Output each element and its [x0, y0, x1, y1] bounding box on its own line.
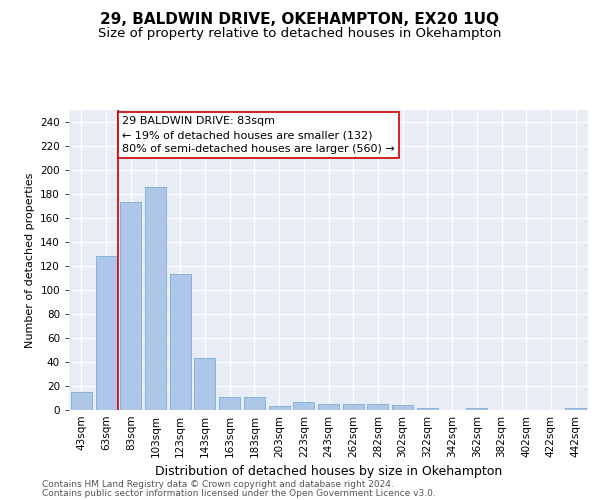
Bar: [71, 392, 92, 410]
Bar: [219, 397, 240, 410]
Text: 29, BALDWIN DRIVE, OKEHAMPTON, EX20 1UQ: 29, BALDWIN DRIVE, OKEHAMPTON, EX20 1UQ: [101, 12, 499, 28]
Text: 29 BALDWIN DRIVE: 83sqm
← 19% of detached houses are smaller (132)
80% of semi-d: 29 BALDWIN DRIVE: 83sqm ← 19% of detache…: [122, 116, 395, 154]
Bar: [120, 202, 141, 410]
Text: Size of property relative to detached houses in Okehampton: Size of property relative to detached ho…: [98, 28, 502, 40]
Bar: [244, 397, 265, 410]
Bar: [466, 408, 487, 410]
Bar: [417, 408, 438, 410]
Bar: [293, 402, 314, 410]
Text: Contains public sector information licensed under the Open Government Licence v3: Contains public sector information licen…: [42, 489, 436, 498]
Bar: [343, 404, 364, 410]
Bar: [565, 408, 586, 410]
Bar: [367, 404, 388, 410]
Bar: [145, 187, 166, 410]
Text: Contains HM Land Registry data © Crown copyright and database right 2024.: Contains HM Land Registry data © Crown c…: [42, 480, 394, 489]
Bar: [392, 405, 413, 410]
Bar: [170, 274, 191, 410]
Bar: [194, 358, 215, 410]
Bar: [318, 404, 339, 410]
Y-axis label: Number of detached properties: Number of detached properties: [25, 172, 35, 348]
Bar: [269, 406, 290, 410]
Bar: [95, 256, 116, 410]
X-axis label: Distribution of detached houses by size in Okehampton: Distribution of detached houses by size …: [155, 466, 502, 478]
